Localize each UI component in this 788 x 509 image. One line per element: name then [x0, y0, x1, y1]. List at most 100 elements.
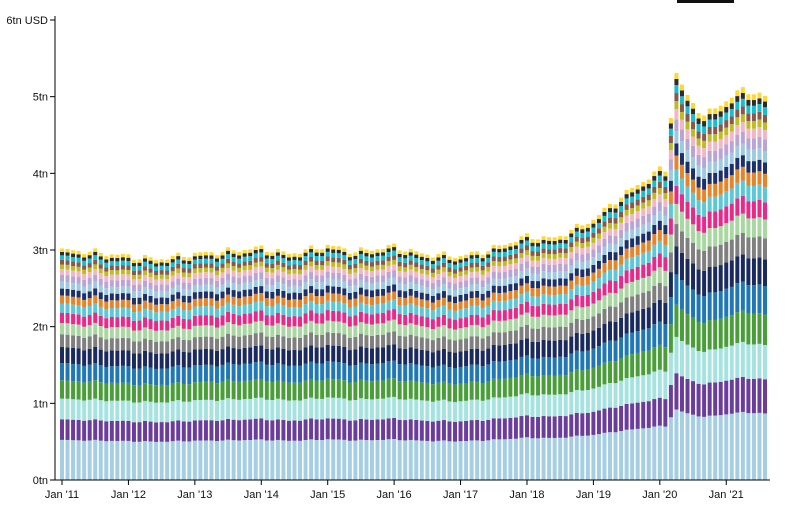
bar-segment [430, 329, 435, 341]
bar-segment [170, 383, 175, 402]
bar-segment [657, 181, 662, 189]
bar-segment [641, 308, 646, 330]
bar-segment [231, 296, 236, 305]
bar-segment [580, 248, 585, 255]
bar-segment [447, 301, 452, 310]
bar-segment [751, 172, 756, 186]
bar-segment [696, 165, 701, 177]
bar-segment [408, 264, 413, 270]
bar-segment [237, 298, 242, 307]
bar-segment [641, 215, 646, 225]
bar-segment [60, 259, 64, 265]
bar-segment [137, 441, 142, 480]
bar-segment [502, 332, 507, 346]
bar-segment [679, 280, 684, 310]
bar-segment [735, 312, 740, 344]
bar-segment [358, 263, 363, 269]
bar-segment [369, 348, 374, 365]
bar-segment [381, 312, 386, 324]
bar-segment [563, 236, 568, 240]
bar-segment [685, 173, 690, 187]
bar-segment [668, 150, 673, 160]
bar-segment [408, 419, 413, 440]
bar-segment [580, 269, 585, 278]
bar-segment [702, 140, 707, 149]
bar-segment [309, 257, 314, 262]
bar-segment [369, 381, 374, 400]
bar-segment [403, 277, 408, 285]
bar-segment [215, 266, 219, 271]
bar-segment [364, 347, 369, 364]
bar-segment [524, 250, 529, 256]
bar-segment [580, 435, 585, 480]
bar-segment [574, 223, 579, 228]
bar-segment [137, 341, 142, 354]
bar-segment [530, 296, 535, 306]
bar-segment [65, 252, 70, 256]
bar-segment [707, 382, 712, 416]
bar-segment [574, 231, 579, 237]
bar-segment [596, 278, 601, 289]
bar-segment [126, 293, 131, 301]
bar-segment [331, 345, 336, 362]
bar-segment [679, 164, 684, 179]
bar-segment [652, 206, 657, 216]
bar-segment [574, 241, 579, 247]
bar-segment [408, 248, 413, 253]
bar-segment [170, 401, 175, 422]
bar-segment [115, 258, 120, 262]
bar-segment [203, 267, 208, 273]
bar-segment [264, 420, 269, 441]
bar-segment [176, 440, 181, 480]
bar-segment [613, 340, 618, 362]
bar-segment [65, 334, 70, 348]
bar-segment [270, 440, 275, 480]
bar-segment [336, 267, 341, 273]
bar-segment [619, 217, 624, 223]
bar-segment [286, 257, 291, 261]
bar-segment [364, 335, 369, 348]
bar-segment [419, 349, 424, 366]
bar-segment [397, 440, 402, 480]
bar-segment [298, 260, 303, 266]
bar-segment [641, 375, 646, 402]
bar-segment [375, 334, 380, 348]
bar-segment [646, 250, 651, 263]
bar-segment [408, 334, 413, 348]
bar-segment [275, 282, 280, 289]
bar-segment [657, 220, 662, 231]
bar-segment [613, 260, 618, 270]
bar-segment [464, 317, 469, 328]
bar-segment [259, 345, 264, 362]
bar-segment [757, 159, 762, 172]
bar-segment [430, 441, 435, 480]
bar-segment [109, 270, 114, 275]
bar-segment [668, 135, 673, 144]
bar-segment [751, 100, 756, 106]
bar-segment [181, 268, 186, 273]
bar-segment [630, 332, 635, 355]
bar-segment [253, 286, 258, 294]
bar-segment [740, 98, 745, 107]
bar-segment [192, 256, 197, 260]
bar-segment [137, 274, 142, 280]
bar-segment [513, 307, 518, 319]
bar-segment [740, 180, 745, 197]
bar-segment [115, 280, 120, 288]
bar-segment [342, 248, 347, 252]
bar-segment [87, 298, 92, 306]
bar-segment [325, 439, 330, 480]
bar-segment [237, 306, 242, 316]
bar-segment [264, 291, 269, 299]
bar-segment [220, 420, 225, 441]
bar-segment [751, 138, 756, 150]
bar-segment [663, 180, 668, 187]
bar-segment [458, 401, 463, 422]
bar-segment [71, 276, 76, 284]
bar-segment [170, 366, 175, 384]
bar-segment [342, 295, 347, 304]
bar-segment [707, 134, 712, 142]
bar-segment [314, 296, 319, 304]
bar-segment [486, 254, 491, 258]
bar-segment [757, 104, 762, 112]
